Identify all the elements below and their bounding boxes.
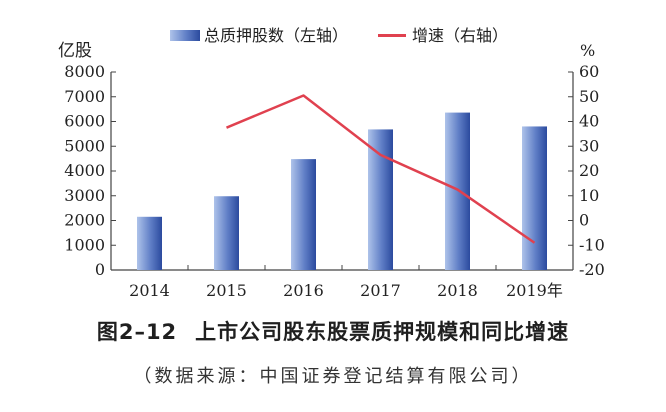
figure-source: （数据来源：中国证券登记结算有限公司） — [133, 366, 533, 387]
x-tick-label: 2014 — [129, 281, 170, 300]
legend: 总质押股数（左轴） 增速（右轴） — [170, 26, 508, 45]
left-tick-label: 8000 — [64, 62, 105, 81]
right-tick-label: 50 — [579, 87, 599, 106]
left-tick-label: 5000 — [64, 136, 105, 155]
left-tick-label: 7000 — [64, 87, 105, 106]
right-axis-ticks: -20 -10 0 10 20 30 40 50 60 — [568, 62, 605, 279]
left-tick-label: 0 — [95, 260, 105, 279]
right-tick-label: 30 — [579, 136, 599, 155]
x-tick-label: 2018 — [437, 281, 478, 300]
x-tick-label: 2017 — [360, 281, 401, 300]
bar — [445, 112, 470, 270]
bar — [291, 159, 316, 270]
right-axis-unit: % — [580, 41, 595, 60]
right-tick-label: -20 — [579, 260, 605, 279]
right-tick-label: 20 — [579, 161, 599, 180]
figure-title-block: 图2–12 上市公司股东股票质押规模和同比增速 — [0, 316, 666, 346]
right-tick-label: 10 — [579, 186, 599, 205]
right-tick-label: 0 — [579, 211, 589, 230]
figure-title: 上市公司股东股票质押规模和同比增速 — [195, 320, 570, 344]
right-tick-label: 60 — [579, 62, 599, 81]
left-tick-label: 2000 — [64, 211, 105, 230]
left-tick-label: 6000 — [64, 112, 105, 131]
figure-number: 图2–12 — [96, 320, 178, 344]
x-tick-label: 2016 — [283, 281, 324, 300]
bar — [522, 126, 547, 270]
x-axis-ticks: 2014 2015 2016 2017 2018 2019年 — [129, 265, 563, 300]
left-tick-label: 1000 — [64, 235, 105, 254]
x-tick-label: 2015 — [206, 281, 247, 300]
bar — [368, 129, 393, 270]
bar — [137, 216, 162, 270]
legend-bar-label: 总质押股数（左轴） — [204, 26, 348, 45]
left-tick-label: 3000 — [64, 186, 105, 205]
left-axis-ticks: 0 1000 2000 3000 4000 5000 6000 7000 8000 — [64, 62, 116, 279]
left-tick-label: 4000 — [64, 161, 105, 180]
x-tick-label: 2019年 — [506, 281, 563, 300]
right-tick-label: -10 — [579, 235, 605, 254]
legend-bar-swatch — [170, 30, 200, 41]
left-axis-unit: 亿股 — [58, 41, 92, 61]
line-series — [226, 94, 536, 244]
right-tick-label: 40 — [579, 112, 599, 131]
bar-series — [137, 112, 547, 270]
legend-line-label: 增速（右轴） — [412, 26, 508, 45]
bar — [214, 196, 239, 270]
